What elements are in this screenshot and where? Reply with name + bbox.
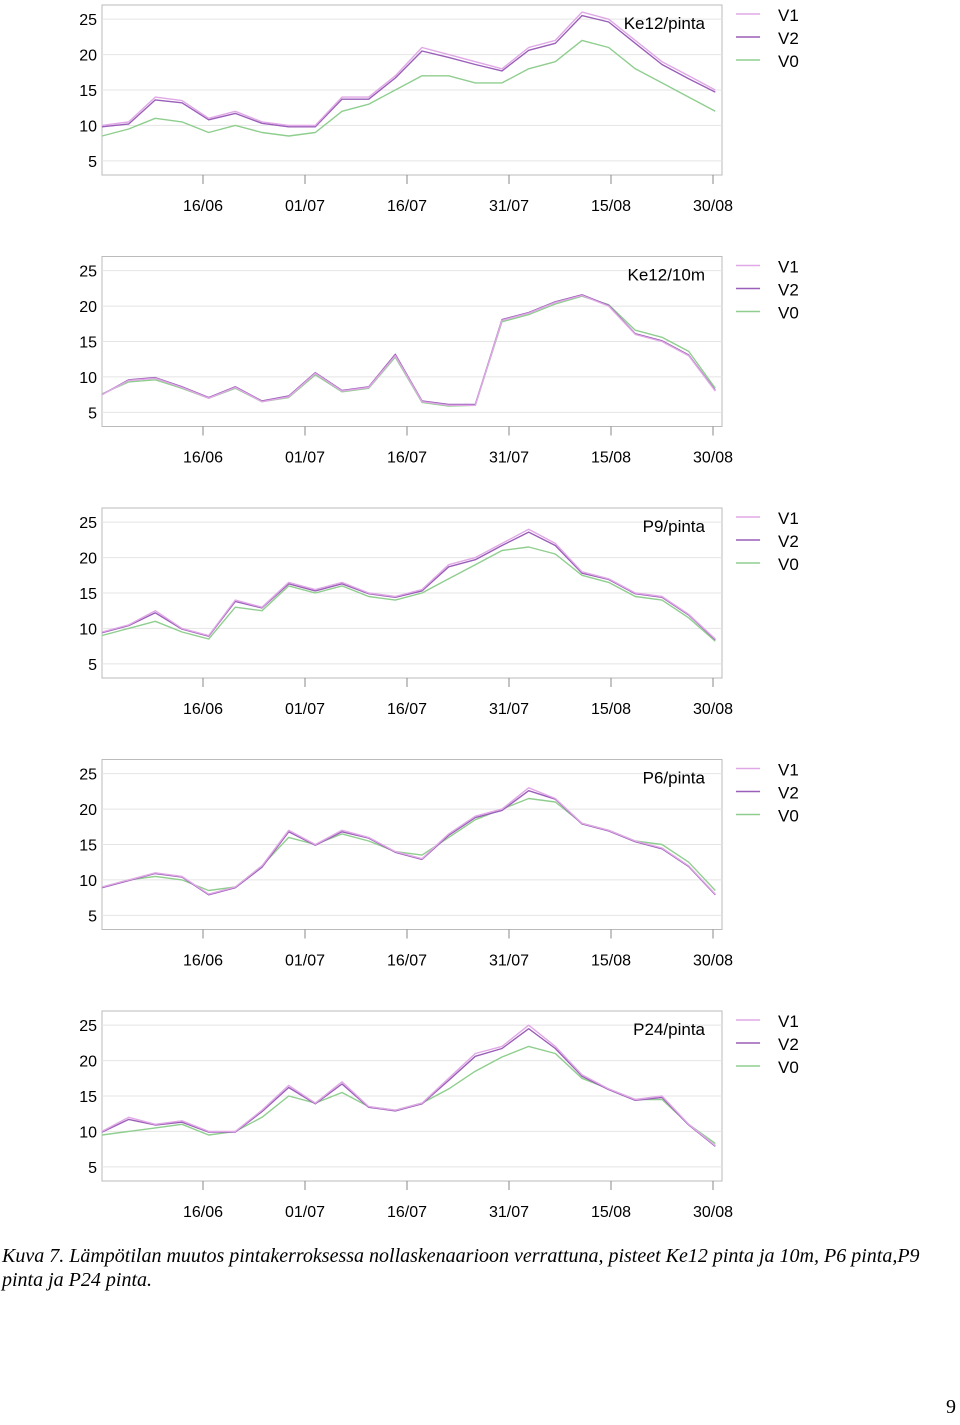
series-line-v1 [101, 787, 716, 895]
x-tick-label: 15/08 [591, 1204, 631, 1221]
y-tick-label: 10 [79, 370, 97, 387]
y-tick-label: 20 [79, 1054, 97, 1071]
x-tick-label: 30/08 [693, 198, 733, 215]
x-tick-label: 31/07 [489, 1204, 529, 1221]
x-tick-label: 30/08 [693, 1204, 733, 1221]
x-tick-label: 30/08 [693, 450, 733, 467]
legend-label-v1: V1 [778, 258, 799, 277]
legend: V1 V2 V0 [736, 509, 799, 574]
y-tick-label: 20 [79, 299, 97, 316]
x-tick-label: 16/06 [183, 198, 223, 215]
x-tick-label: 16/06 [183, 701, 223, 718]
charts-figure: 5 10 15 20 25 16/06 01/07 16/07 31/07 15/08 30/08 K… [79, 4, 799, 1221]
x-tick-label: 16/06 [183, 953, 223, 970]
x-tick-label: 15/08 [591, 953, 631, 970]
legend: V1 V2 V0 [736, 258, 799, 323]
y-tick-label: 10 [79, 873, 97, 890]
legend-label-v2: V2 [778, 532, 799, 551]
x-tick-label: 31/07 [489, 198, 529, 215]
chart-title: Ke12/10m [628, 266, 706, 285]
series-line-v1 [101, 11, 716, 127]
y-tick-label: 5 [88, 1160, 97, 1177]
y-tick-label: 15 [79, 586, 97, 603]
series-line-v1 [101, 294, 716, 406]
legend-label-v0: V0 [778, 304, 799, 323]
x-tick-label: 16/06 [183, 1204, 223, 1221]
y-tick-label: 25 [79, 1018, 97, 1035]
chart-title: P24/pinta [633, 1020, 705, 1039]
series-line-v2 [101, 14, 716, 128]
x-tick-label: 30/08 [693, 953, 733, 970]
page-number: 9 [946, 1396, 956, 1418]
y-tick-label: 15 [79, 838, 97, 855]
legend-label-v0: V0 [778, 1058, 799, 1077]
chart-panel-1: 5 10 15 20 25 16/06 01/07 16/07 31/07 15/08 30/08 K… [79, 4, 799, 215]
legend-label-v1: V1 [778, 509, 799, 528]
y-tick-label: 25 [79, 767, 97, 784]
x-tick-label: 15/08 [591, 701, 631, 718]
x-tick-label: 01/07 [285, 450, 325, 467]
x-tick-label: 16/07 [387, 953, 427, 970]
x-tick-label: 16/07 [387, 701, 427, 718]
series-line-v0 [101, 39, 716, 137]
y-tick-label: 5 [88, 908, 97, 925]
legend-label-v1: V1 [778, 6, 799, 25]
y-tick-label: 20 [79, 48, 97, 65]
y-tick-label: 25 [79, 515, 97, 532]
legend-label-v2: V2 [778, 281, 799, 300]
x-tick-label: 01/07 [285, 701, 325, 718]
x-tick-label: 31/07 [489, 953, 529, 970]
legend-label-v1: V1 [778, 761, 799, 780]
y-tick-label: 25 [79, 12, 97, 29]
legend-label-v1: V1 [778, 1012, 799, 1031]
x-tick-label: 15/08 [591, 198, 631, 215]
x-tick-label: 16/07 [387, 1204, 427, 1221]
legend: V1 V2 V0 [736, 6, 799, 71]
x-tick-label: 16/07 [387, 198, 427, 215]
legend-label-v2: V2 [778, 784, 799, 803]
x-tick-label: 31/07 [489, 701, 529, 718]
x-tick-label: 31/07 [489, 450, 529, 467]
y-tick-label: 5 [88, 405, 97, 422]
chart-panel-2: 5 10 15 20 25 16/06 01/07 16/07 31/07 15/08 30/08 K… [79, 256, 799, 467]
x-tick-label: 30/08 [693, 701, 733, 718]
legend-label-v2: V2 [778, 1035, 799, 1054]
legend-label-v0: V0 [778, 555, 799, 574]
series-line-v1 [101, 1024, 716, 1147]
x-tick-label: 01/07 [285, 953, 325, 970]
chart-panel-4: 5 10 15 20 25 16/06 01/07 16/07 31/07 15/08 30/08 P… [79, 759, 799, 970]
legend-label-v0: V0 [778, 52, 799, 71]
y-tick-label: 10 [79, 118, 97, 135]
chart-title: P6/pinta [643, 769, 706, 788]
x-tick-label: 16/07 [387, 450, 427, 467]
chart-panel-5: 5 10 15 20 25 16/06 01/07 16/07 31/07 15/08 30/08 P… [79, 1010, 799, 1221]
series-line-v1 [101, 528, 716, 640]
chart-title: Ke12/pinta [624, 14, 706, 33]
y-tick-label: 5 [88, 154, 97, 171]
y-tick-label: 5 [88, 657, 97, 674]
legend: V1 V2 V0 [736, 761, 799, 826]
legend-label-v0: V0 [778, 807, 799, 826]
x-tick-label: 01/07 [285, 1204, 325, 1221]
y-tick-label: 15 [79, 335, 97, 352]
figure-caption: Kuva 7. Lämpötilan muutos pintakerrokses… [2, 1245, 920, 1291]
legend-label-v2: V2 [778, 29, 799, 48]
chart-title: P9/pinta [643, 517, 706, 536]
y-tick-label: 20 [79, 551, 97, 568]
x-tick-label: 15/08 [591, 450, 631, 467]
x-tick-label: 16/06 [183, 450, 223, 467]
x-tick-label: 01/07 [285, 198, 325, 215]
series-line-v0 [101, 546, 716, 642]
y-tick-label: 25 [79, 264, 97, 281]
y-tick-label: 10 [79, 1124, 97, 1141]
legend: V1 V2 V0 [736, 1012, 799, 1077]
y-tick-label: 20 [79, 802, 97, 819]
y-tick-label: 15 [79, 83, 97, 100]
y-tick-label: 10 [79, 621, 97, 638]
y-tick-label: 15 [79, 1089, 97, 1106]
chart-panel-3: 5 10 15 20 25 16/06 01/07 16/07 31/07 15/08 30/08 P… [79, 507, 799, 718]
